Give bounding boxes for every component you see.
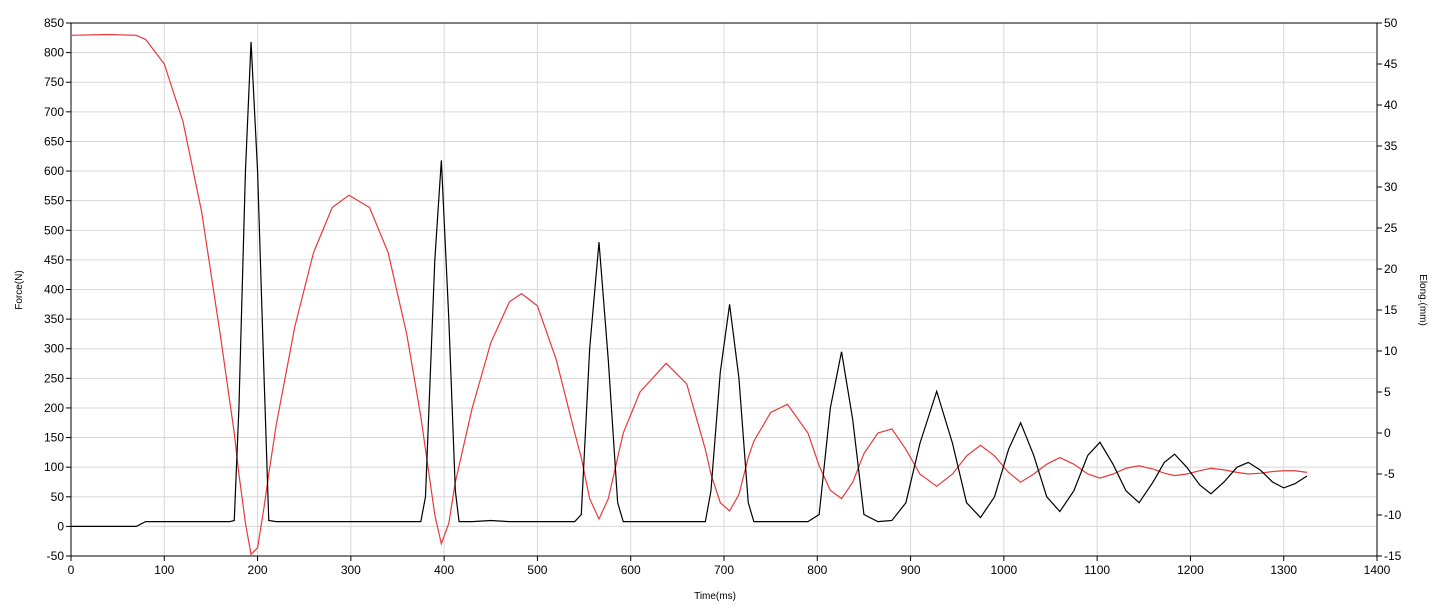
- y2-tick-label: 30: [1384, 180, 1398, 194]
- y-tick-label: 850: [44, 16, 64, 30]
- y-tick-label: 0: [57, 519, 64, 533]
- x-tick-label: 900: [901, 563, 921, 577]
- y2-tick-label: -10: [1384, 508, 1402, 522]
- plot-frame: [70, 22, 1378, 557]
- x-tick-label: 500: [527, 563, 547, 577]
- y2-tick-label: -5: [1384, 467, 1395, 481]
- y2-tick-label: -15: [1384, 549, 1402, 563]
- y2-tick-label: 40: [1384, 98, 1398, 112]
- y-tick-label: 700: [44, 105, 64, 119]
- y2-axis-label: Elong.(mm): [1417, 274, 1428, 326]
- y2-tick-label: 25: [1384, 221, 1398, 235]
- y-tick-label: 600: [44, 164, 64, 178]
- y-tick-label: 150: [44, 431, 64, 445]
- y2-tick-label: 15: [1384, 303, 1398, 317]
- x-tick-label: 100: [154, 563, 174, 577]
- y-tick-label: 50: [51, 490, 65, 504]
- y2-tick-label: 50: [1384, 16, 1398, 30]
- y2-tick-label: 35: [1384, 139, 1398, 153]
- y-tick-label: 350: [44, 312, 64, 326]
- x-tick-label: 1100: [1084, 563, 1110, 577]
- x-tick-label: 1400: [1364, 563, 1391, 577]
- y-tick-label: 450: [44, 253, 64, 267]
- y-tick-label: 100: [44, 460, 64, 474]
- x-tick-label: 600: [621, 563, 641, 577]
- y-tick-label: 500: [44, 223, 64, 237]
- y-tick-label: 750: [44, 75, 64, 89]
- x-tick-label: 0: [68, 563, 75, 577]
- y-tick-label: 650: [44, 134, 64, 148]
- x-tick-label: 200: [248, 563, 268, 577]
- y-tick-label: 300: [44, 342, 64, 356]
- y-tick-label: -50: [47, 549, 65, 563]
- y-tick-label: 800: [44, 46, 64, 60]
- x-tick-label: 700: [714, 563, 734, 577]
- x-tick-label: 800: [807, 563, 827, 577]
- x-tick-label: 1200: [1177, 563, 1204, 577]
- y2-tick-label: 5: [1384, 385, 1391, 399]
- x-tick-label: 1300: [1270, 563, 1297, 577]
- x-tick-label: 300: [341, 563, 361, 577]
- y-tick-label: 250: [44, 371, 64, 385]
- x-tick-label: 400: [434, 563, 454, 577]
- y2-tick-label: 45: [1384, 57, 1398, 71]
- y-tick-label: 400: [44, 283, 64, 297]
- y-axis-label: Force(N): [14, 270, 25, 309]
- x-axis-label: Time(ms): [694, 591, 736, 602]
- x-tick-label: 1000: [991, 563, 1018, 577]
- y2-tick-label: 0: [1384, 426, 1391, 440]
- y-tick-label: 550: [44, 194, 64, 208]
- data-line: [71, 41, 1308, 527]
- y2-tick-label: 20: [1384, 262, 1398, 276]
- y-tick-label: 200: [44, 401, 64, 415]
- y2-tick-label: 10: [1384, 344, 1398, 358]
- data-line: [70, 33, 1308, 556]
